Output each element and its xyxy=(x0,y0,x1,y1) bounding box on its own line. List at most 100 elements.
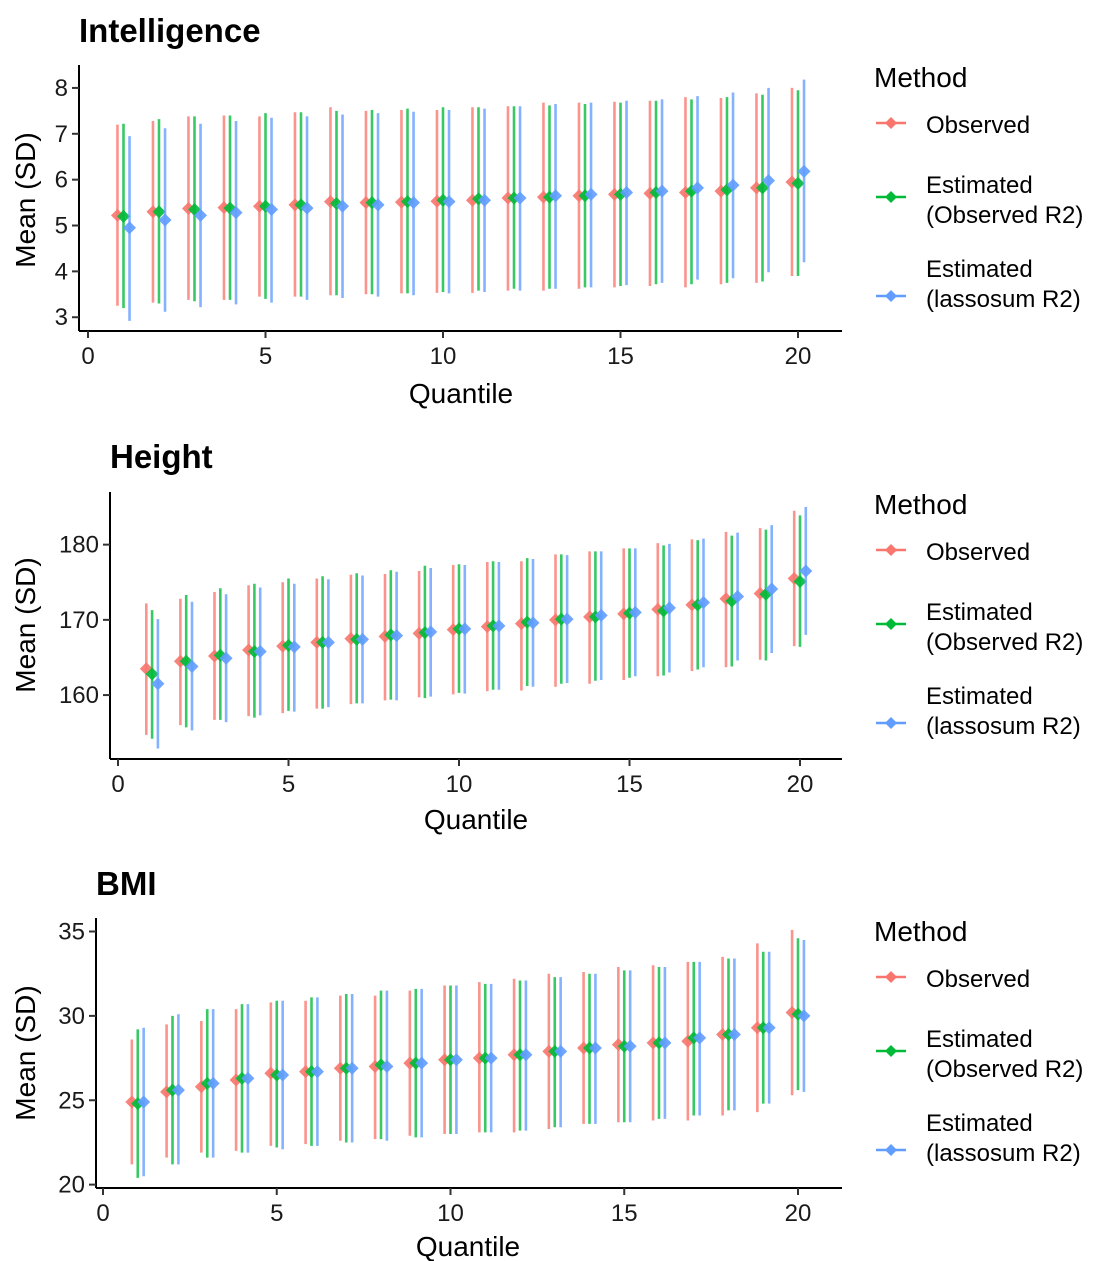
x-tick-label: 20 xyxy=(787,771,814,798)
mean-point xyxy=(442,195,456,209)
mean-point xyxy=(415,1056,429,1070)
legend-item: Estimated (lassosum R2) xyxy=(876,683,1081,740)
mean-point xyxy=(726,178,740,192)
legend-item: Observed xyxy=(876,112,1030,139)
mean-point xyxy=(696,596,710,610)
y-tick-label: 160 xyxy=(59,682,99,709)
legend-item: Observed xyxy=(876,966,1030,993)
x-tick-label: 15 xyxy=(611,1200,638,1227)
y-tick-label: 5 xyxy=(55,213,68,240)
x-tick-label: 0 xyxy=(96,1200,109,1227)
legend-label: Observed xyxy=(926,112,1030,139)
mean-point xyxy=(662,601,676,615)
x-axis-title: Quantile xyxy=(416,1231,520,1261)
x-tick-label: 5 xyxy=(282,771,295,798)
mean-point xyxy=(152,205,166,219)
mean-point xyxy=(300,201,314,215)
series-2 xyxy=(151,507,813,749)
series-0 xyxy=(139,510,801,735)
plot-area: 160 170 180 0 5 10 15 20 xyxy=(59,492,842,798)
series-1 xyxy=(131,938,805,1178)
mean-point xyxy=(241,1071,255,1085)
mean-point xyxy=(584,187,598,201)
y-tick-label: 3 xyxy=(55,304,68,331)
y-axis-title: Mean (SD) xyxy=(10,132,41,267)
panel-title: Intelligence xyxy=(79,12,261,49)
mean-point xyxy=(620,185,634,199)
mean-point xyxy=(492,619,506,633)
mean-point xyxy=(478,193,492,207)
plot-area: 3 4 5 6 7 8 0 5 10 15 20 xyxy=(55,65,842,370)
mean-point xyxy=(549,189,563,203)
legend-key-diamond xyxy=(885,618,897,630)
x-tick-label: 0 xyxy=(81,343,94,370)
x-tick-label: 20 xyxy=(785,1200,812,1227)
mean-point xyxy=(390,629,404,643)
y-tick-label: 6 xyxy=(55,167,68,194)
series-1 xyxy=(145,515,807,739)
legend-label: Estimated (lassosum R2) xyxy=(926,256,1081,313)
mean-point xyxy=(513,191,527,205)
legend-item: Estimated (lassosum R2) xyxy=(876,256,1081,313)
mean-point xyxy=(693,1031,707,1045)
mean-point xyxy=(799,564,813,578)
mean-point xyxy=(797,1009,811,1023)
y-tick-label: 30 xyxy=(58,1003,85,1030)
mean-point xyxy=(727,1027,741,1041)
mean-point xyxy=(458,622,472,636)
x-tick-label: 5 xyxy=(259,343,272,370)
series-0 xyxy=(110,87,799,306)
y-axis-title: Mean (SD) xyxy=(10,985,41,1120)
legend-key-diamond xyxy=(885,290,897,302)
x-axis-title: Quantile xyxy=(424,804,528,835)
mean-point xyxy=(658,1036,672,1050)
mean-point xyxy=(219,651,233,665)
mean-point xyxy=(287,640,301,654)
x-tick-label: 20 xyxy=(785,343,812,370)
series-2 xyxy=(123,79,811,321)
legend-key-diamond xyxy=(885,1144,897,1156)
panel-title: Height xyxy=(110,438,213,475)
series-0 xyxy=(125,929,799,1165)
legend-key-diamond xyxy=(885,191,897,203)
legend-label: Observed xyxy=(926,539,1030,566)
mean-point xyxy=(310,1065,324,1079)
mean-point xyxy=(407,196,421,210)
x-tick-label: 10 xyxy=(446,771,473,798)
mean-point xyxy=(336,199,350,213)
mean-point xyxy=(484,1051,498,1065)
mean-point xyxy=(554,1044,568,1058)
mean-point xyxy=(185,659,199,673)
legend-item: Estimated (Observed R2) xyxy=(876,599,1083,656)
legend: Method Observed Estimated (Observed R2) Esti… xyxy=(874,62,1083,313)
legend-key-diamond xyxy=(885,971,897,983)
mean-point xyxy=(345,1061,359,1075)
mean-point xyxy=(321,635,335,649)
y-tick-label: 170 xyxy=(59,607,99,634)
panel-height: Height 160 170 180 0 5 10 15 20 Quantile Mean (… xyxy=(10,438,1083,835)
legend-key-diamond xyxy=(885,1045,897,1057)
mean-point xyxy=(265,202,279,216)
legend-title: Method xyxy=(874,916,967,947)
x-tick-label: 15 xyxy=(616,771,643,798)
mean-point xyxy=(123,221,137,235)
mean-point xyxy=(117,209,130,223)
legend-label: Estimated (Observed R2) xyxy=(926,1026,1083,1083)
legend-key-diamond xyxy=(885,117,897,129)
series-2 xyxy=(137,939,811,1177)
mean-point xyxy=(158,213,172,227)
mean-point xyxy=(791,176,805,190)
mean-point xyxy=(276,1068,290,1082)
mean-point xyxy=(519,1048,533,1062)
y-tick-label: 35 xyxy=(58,919,85,946)
y-tick-label: 8 xyxy=(55,75,68,102)
legend-title: Method xyxy=(874,62,967,93)
y-tick-label: 180 xyxy=(59,532,99,559)
mean-point xyxy=(765,582,779,596)
mean-point xyxy=(229,206,243,220)
mean-point xyxy=(253,644,267,658)
legend-label: Estimated (Observed R2) xyxy=(926,599,1083,656)
mean-point xyxy=(691,181,705,195)
mean-point xyxy=(756,181,769,195)
